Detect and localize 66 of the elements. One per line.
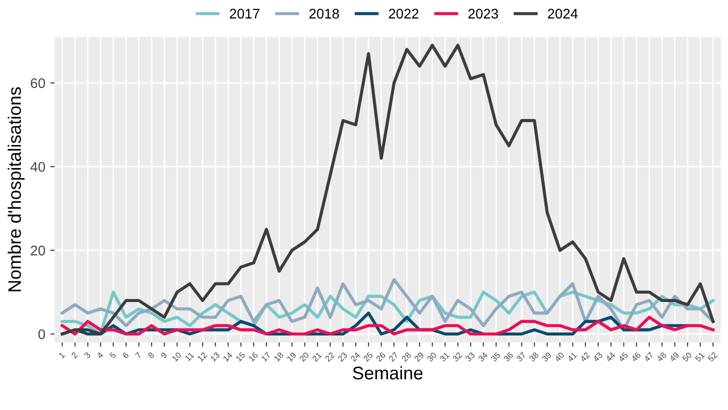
x-tick-label: 51 bbox=[694, 352, 705, 362]
x-tick-label: 44 bbox=[605, 352, 616, 362]
x-tick-label: 48 bbox=[656, 352, 667, 362]
x-tick-label: 14 bbox=[222, 352, 233, 362]
x-tick-label: 18 bbox=[274, 352, 284, 362]
y-axis-title: Nombre d'hospitalisations bbox=[8, 87, 25, 292]
x-tick-label: 10 bbox=[172, 352, 182, 362]
line-series bbox=[60, 278, 715, 332]
x-tick-label: 4 bbox=[96, 352, 104, 359]
x-tick-label: 52 bbox=[707, 352, 718, 362]
x-tick-label: 40 bbox=[554, 352, 565, 362]
x-tick-label: 13 bbox=[210, 352, 220, 362]
x-tick-label: 31 bbox=[439, 352, 450, 362]
x-tick-label: 41 bbox=[567, 352, 578, 362]
x-tick-label: 9 bbox=[160, 352, 168, 359]
x-tick-label: 36 bbox=[503, 352, 514, 362]
line-series bbox=[60, 44, 715, 336]
x-tick-label: 16 bbox=[248, 352, 258, 362]
x-axis-title: Semaine bbox=[352, 366, 422, 380]
x-tick-label: 46 bbox=[630, 352, 642, 362]
x-tick-label: 50 bbox=[682, 352, 692, 362]
x-tick-label: 3 bbox=[84, 352, 91, 359]
x-tick-label: 21 bbox=[312, 352, 322, 362]
x-tick-label: 25 bbox=[362, 352, 374, 362]
x-tick-label: 23 bbox=[337, 352, 348, 362]
legend-label: 2022 bbox=[388, 8, 418, 19]
legend-label: 2023 bbox=[468, 8, 498, 19]
legend-label: 2018 bbox=[309, 8, 339, 19]
x-tick-label: 27 bbox=[388, 352, 399, 362]
x-tick-label: 12 bbox=[197, 352, 208, 362]
x-tick-label: 30 bbox=[426, 352, 437, 362]
x-tick-label: 42 bbox=[580, 352, 590, 362]
x-tick-label: 33 bbox=[464, 352, 476, 362]
x-tick-label: 32 bbox=[452, 352, 462, 362]
x-tick-label: 39 bbox=[542, 352, 552, 362]
x-tick-label: 17 bbox=[261, 352, 271, 362]
x-tick-label: 22 bbox=[324, 352, 335, 362]
x-tick-label: 37 bbox=[516, 352, 526, 362]
x-tick-label: 49 bbox=[669, 352, 680, 362]
x-tick-label: 5 bbox=[109, 352, 116, 359]
x-tick-label: 2 bbox=[71, 352, 78, 359]
x-tick-label: 1 bbox=[58, 352, 66, 358]
x-tick-label: 7 bbox=[134, 352, 142, 359]
x-tick-label: 38 bbox=[528, 352, 540, 362]
x-tick-label: 20 bbox=[299, 352, 310, 362]
x-tick-label: 24 bbox=[350, 352, 360, 362]
x-tick-label: 28 bbox=[401, 352, 412, 362]
x-tick-label: 6 bbox=[122, 352, 130, 359]
y-tick-label: 40 bbox=[30, 162, 46, 172]
y-tick-label: 20 bbox=[30, 246, 46, 256]
line-series bbox=[60, 316, 715, 336]
x-tick-label: 26 bbox=[376, 352, 386, 362]
x-tick-label: 11 bbox=[184, 352, 194, 362]
x-tick-label: 43 bbox=[592, 352, 603, 362]
x-tick-label: 19 bbox=[286, 352, 297, 362]
legend-label: 2017 bbox=[230, 8, 260, 19]
x-tick-label: 47 bbox=[644, 352, 654, 362]
y-tick-label: 60 bbox=[30, 78, 46, 88]
legend-label: 2024 bbox=[548, 8, 578, 19]
x-tick-label: 35 bbox=[490, 352, 501, 362]
y-tick-label: 0 bbox=[38, 329, 46, 340]
x-tick-label: 15 bbox=[236, 352, 246, 362]
x-tick-label: 29 bbox=[414, 352, 424, 362]
x-tick-label: 8 bbox=[148, 352, 155, 359]
x-tick-label: 34 bbox=[478, 352, 488, 362]
x-tick-label: 45 bbox=[618, 352, 628, 362]
